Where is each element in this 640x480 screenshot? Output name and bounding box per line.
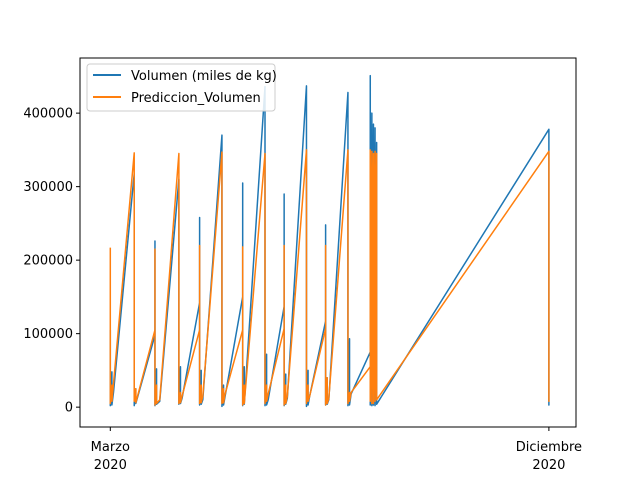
series-line-prediccion	[109, 149, 550, 406]
legend-box	[86, 63, 276, 112]
y-axis: 0 100000 200000 300000 400000	[23, 107, 80, 416]
x-tick-label: 2020	[94, 458, 127, 473]
legend-label-volumen: Volumen (miles de kg)	[131, 69, 277, 84]
y-tick-label: 0	[65, 401, 73, 416]
legend: Volumen (miles de kg) Prediccion_Volumen	[86, 63, 277, 112]
x-axis: Marzo 2020 Diciembre 2020	[91, 427, 582, 473]
y-tick-label: 100000	[23, 327, 73, 342]
series-layer	[109, 74, 550, 408]
x-tick-label: Marzo	[91, 440, 130, 455]
x-tick-label: Diciembre	[516, 440, 582, 455]
y-tick-label: 400000	[23, 107, 73, 122]
x-tick-label: 2020	[532, 458, 565, 473]
plot-area-frame	[79, 57, 577, 428]
y-tick-label: 300000	[23, 180, 73, 195]
y-tick-label: 200000	[23, 254, 73, 269]
legend-label-prediccion: Prediccion_Volumen	[131, 91, 261, 106]
